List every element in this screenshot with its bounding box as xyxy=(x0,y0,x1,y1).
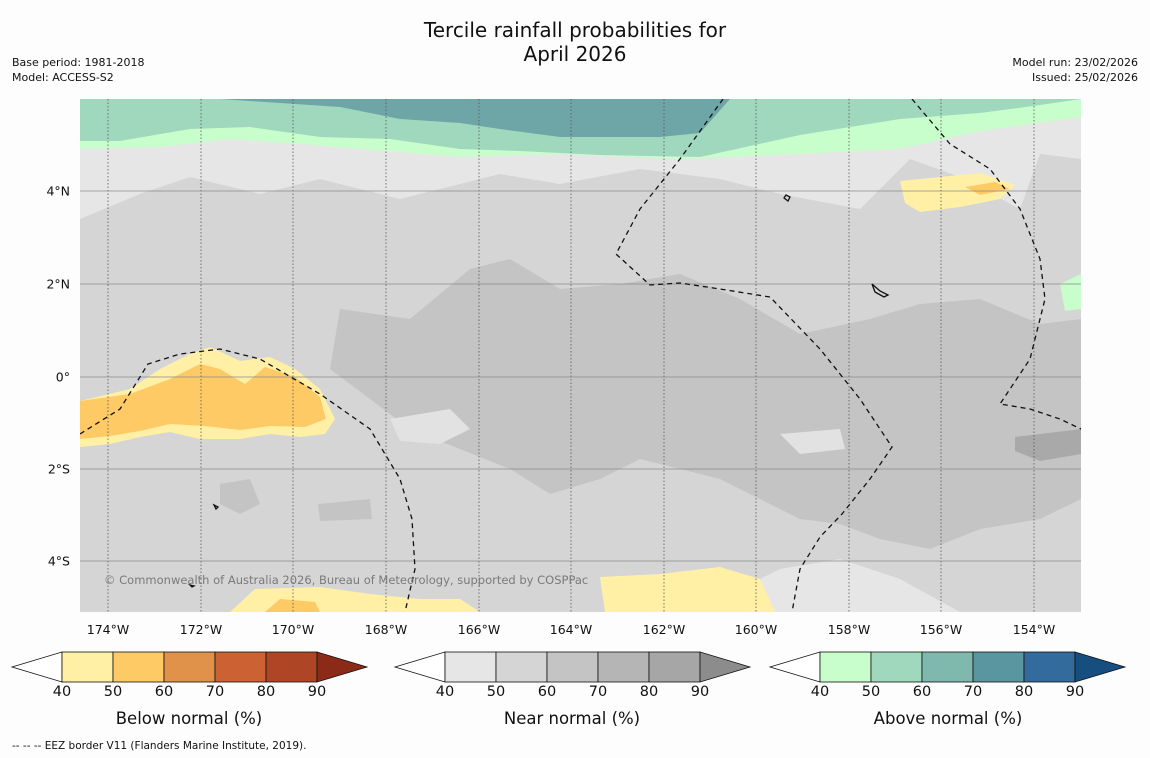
latitude-lines xyxy=(80,190,1081,562)
colorbar-swatch xyxy=(870,651,923,683)
colorbar-swatches xyxy=(819,651,1127,683)
lat-label: 2°S xyxy=(47,461,70,477)
colorbar-swatch xyxy=(819,651,872,683)
lat-label: 4°N xyxy=(46,183,70,199)
tick-label: 90 xyxy=(307,684,327,700)
above-normal-40-east xyxy=(1060,274,1081,311)
model-run: Model run: 23/02/2026 xyxy=(1012,56,1138,69)
colorbar-swatch xyxy=(495,651,548,683)
colorbar-below-normal xyxy=(10,651,369,683)
below-normal-50-west xyxy=(80,364,326,439)
tick-label: 40 xyxy=(52,684,72,700)
below-normal-40-south xyxy=(600,567,775,612)
lon-label: 162°W xyxy=(642,622,686,637)
lon-label: 156°W xyxy=(919,622,963,637)
lon-label: 158°W xyxy=(827,622,871,637)
model-info: Base period: 1981-2018 Model: ACCESS-S2 xyxy=(12,55,144,85)
tick-label: 50 xyxy=(861,684,881,700)
base-period: Base period: 1981-2018 xyxy=(12,56,145,69)
issued-date: Issued: 25/02/2026 xyxy=(1031,71,1138,84)
lon-label: 160°W xyxy=(734,622,778,637)
model-name: Model: ACCESS-S2 xyxy=(12,71,114,84)
tick-label: 50 xyxy=(103,684,123,700)
colorbar-swatch xyxy=(921,651,974,683)
lat-label: 2°N xyxy=(46,276,70,292)
colorbar-over-triangle xyxy=(699,651,752,683)
tick-label: 50 xyxy=(486,684,506,700)
islands xyxy=(187,194,890,588)
tick-label: 60 xyxy=(154,684,174,700)
colorbar-swatches xyxy=(444,651,752,683)
title-line-1: Tercile rainfall probabilities for xyxy=(423,18,727,42)
colorbar-swatch xyxy=(1023,651,1076,683)
near-normal-60-patch xyxy=(220,479,260,514)
colorbar-under-triangle xyxy=(10,651,63,683)
colorbar-swatch xyxy=(265,651,318,683)
near-normal-60-patch xyxy=(318,499,372,521)
colorbar-near-normal xyxy=(393,651,752,683)
colorbar-swatch xyxy=(61,651,114,683)
colorbar-swatch xyxy=(214,651,267,683)
below-normal-50-northeast xyxy=(965,182,1010,195)
lon-label: 170°W xyxy=(271,622,315,637)
near-normal-40-patch xyxy=(390,409,470,444)
probability-map xyxy=(80,99,1081,612)
tick-label: 80 xyxy=(1014,684,1034,700)
colorbar-swatch xyxy=(648,651,701,683)
title-line-2: April 2026 xyxy=(523,42,627,66)
colorbar-title-above: Above normal (%) xyxy=(873,709,1023,728)
colorbar-under-triangle xyxy=(768,651,821,683)
colorbar-swatch xyxy=(546,651,599,683)
lon-label: 172°W xyxy=(179,622,223,637)
tick-label: 70 xyxy=(588,684,608,700)
run-info: Model run: 23/02/2026 Issued: 25/02/2026 xyxy=(1012,55,1138,85)
tick-label: 90 xyxy=(690,684,710,700)
colorbar-title-near: Near normal (%) xyxy=(503,709,641,728)
tick-label: 60 xyxy=(537,684,557,700)
colorbar-swatch xyxy=(597,651,650,683)
below-normal-50-southwest xyxy=(265,599,320,612)
colorbar-under-triangle xyxy=(393,651,446,683)
tick-label: 90 xyxy=(1065,684,1085,700)
near-normal-70-patch xyxy=(1015,429,1081,461)
colorbar-over-triangle xyxy=(1074,651,1127,683)
eez-legend: -- -- -- EEZ border V11 (Flanders Marine… xyxy=(12,740,307,752)
colorbar-swatch xyxy=(444,651,497,683)
tick-label: 60 xyxy=(912,684,932,700)
above-normal-60-region xyxy=(140,99,730,137)
near-normal-60-region xyxy=(330,259,1081,549)
tick-label: 70 xyxy=(963,684,983,700)
tick-label: 80 xyxy=(639,684,659,700)
tick-label: 70 xyxy=(205,684,225,700)
lon-label: 174°W xyxy=(86,622,130,637)
tick-label: 80 xyxy=(256,684,276,700)
copyright-notice: © Commonwealth of Australia 2026, Bureau… xyxy=(104,573,589,587)
tick-label: 40 xyxy=(810,684,830,700)
lat-label: 0° xyxy=(55,369,70,385)
colorbar-over-triangle xyxy=(316,651,369,683)
lon-label: 164°W xyxy=(549,622,593,637)
graticule xyxy=(107,99,1035,612)
colorbar-swatch xyxy=(112,651,165,683)
colorbar-above-normal xyxy=(768,651,1127,683)
near-normal-40-patch xyxy=(780,429,845,454)
chart-title: Tercile rainfall probabilities for April… xyxy=(0,18,1150,66)
colorbar-swatch xyxy=(163,651,216,683)
colorbar-swatch xyxy=(972,651,1025,683)
tick-label: 40 xyxy=(435,684,455,700)
colorbar-title-below: Below normal (%) xyxy=(115,709,263,728)
colorbar-swatches xyxy=(61,651,369,683)
lon-label: 166°W xyxy=(457,622,501,637)
lon-label: 154°W xyxy=(1012,622,1056,637)
eez-border xyxy=(80,99,1081,612)
lat-label: 4°S xyxy=(47,553,70,569)
lon-label: 168°W xyxy=(364,622,408,637)
below-normal-40-northeast xyxy=(900,173,1015,212)
